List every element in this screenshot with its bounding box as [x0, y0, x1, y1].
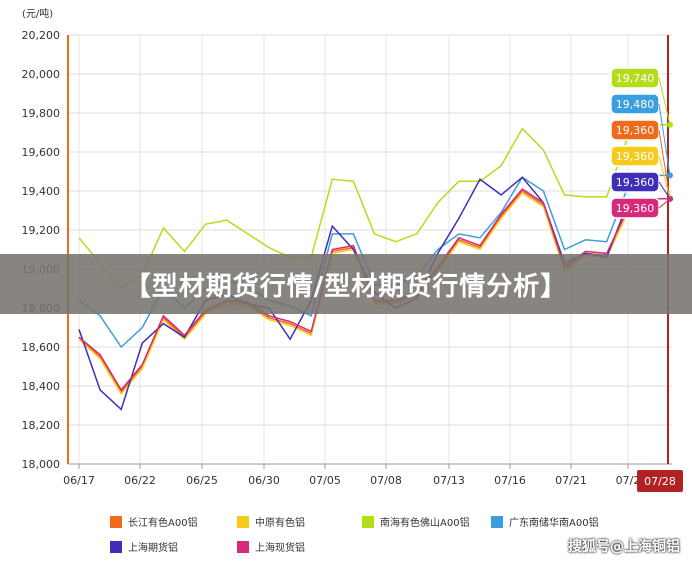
legend-item[interactable]: 南海有色佛山A00铝: [362, 514, 470, 529]
x-tick-label: 07/13: [433, 474, 465, 487]
legend-item[interactable]: 上海期货铝: [110, 539, 178, 554]
title-banner: 【型材期货行情/型材期货行情分析】: [0, 254, 692, 314]
legend-swatch: [110, 515, 122, 528]
x-tick-label: 06/25: [186, 474, 218, 487]
end-label-text: 19,480: [616, 98, 655, 111]
y-tick-label: 18,000: [22, 458, 61, 471]
y-tick-label: 20,200: [22, 29, 61, 42]
legend-swatch: [362, 515, 374, 528]
legend-label: 上海期货铝: [128, 543, 178, 554]
y-tick-label: 19,200: [22, 224, 61, 237]
end-label-text: 19,360: [616, 176, 655, 189]
y-tick-label: 18,200: [22, 419, 61, 432]
legend-label: 南海有色佛山A00铝: [380, 518, 470, 529]
legend-item[interactable]: 长江有色A00铝: [110, 514, 198, 529]
legend-label: 广东南储华南A00铝: [509, 518, 599, 529]
current-date-label: 07/28: [644, 475, 676, 488]
watermark: 搜狐号@上海铜铝: [568, 539, 680, 555]
y-tick-label: 19,800: [22, 107, 61, 120]
series-line-2: [78, 123, 670, 290]
legend-label: 中原有色铝: [255, 518, 305, 529]
end-label-connector: [658, 77, 671, 125]
x-tick-label: 07/16: [494, 474, 526, 487]
end-label-connector: [658, 155, 671, 199]
y-tick-label: 20,000: [22, 68, 61, 81]
y-tick-label: 18,600: [22, 341, 61, 354]
legend-swatch: [237, 515, 249, 528]
y-unit-label: (元/吨): [22, 7, 53, 20]
end-label-connector: [658, 103, 671, 176]
end-label-text: 19,740: [616, 72, 655, 85]
x-tick-label: 06/17: [63, 474, 95, 487]
x-tick-label: 07/08: [370, 474, 402, 487]
legend-item[interactable]: 上海现货铝: [237, 539, 305, 554]
current-date-badge: [637, 470, 683, 492]
y-tick-label: 19,600: [22, 146, 61, 159]
x-tick-label: 07/21: [555, 474, 587, 487]
x-tick-label: 07/05: [309, 474, 341, 487]
legend-swatch: [237, 540, 249, 553]
legend-swatch: [110, 540, 122, 553]
x-tick-label: 06/30: [248, 474, 280, 487]
legend-item[interactable]: 中原有色铝: [237, 514, 305, 529]
legend-item[interactable]: 广东南储华南A00铝: [491, 514, 599, 529]
end-label-text: 19,360: [616, 202, 655, 215]
y-tick-label: 18,400: [22, 380, 61, 393]
y-tick-label: 19,400: [22, 185, 61, 198]
end-label-text: 19,360: [616, 124, 655, 137]
chart-legend: 长江有色A00铝 中原有色铝 南海有色佛山A00铝 广东南储华南A00铝上海期货铝 上海…: [0, 508, 692, 566]
end-label-connector: [658, 198, 671, 209]
legend-swatch: [491, 515, 503, 528]
x-tick-label: 07/2: [616, 474, 641, 487]
end-label-connector: [658, 181, 671, 200]
x-tick-label: 06/22: [124, 474, 156, 487]
legend-label: 长江有色A00铝: [128, 518, 198, 529]
end-label-connector: [658, 129, 671, 199]
banner-text: 【型材期货行情/型材期货行情分析】: [124, 271, 568, 302]
end-label-text: 19,360: [616, 150, 655, 163]
legend-label: 上海现货铝: [255, 543, 305, 554]
